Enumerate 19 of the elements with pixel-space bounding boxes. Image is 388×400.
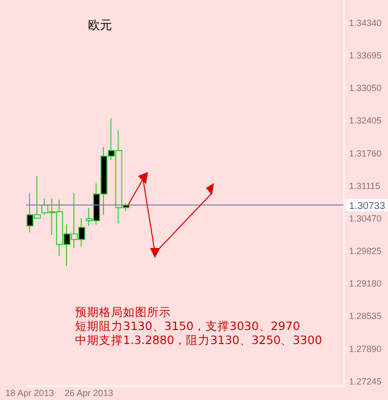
x-tick-label: 26 Apr 2013 [64,388,114,398]
y-tick-label: 1.33050 [349,83,382,94]
y-tick-label: 1.32405 [349,116,382,126]
annotation: 中期支撑1.3.2880，阻力3130、3250、3300 [75,333,322,347]
y-tick-label: 1.31760 [349,148,382,158]
y-tick-label: 1.28535 [349,311,382,322]
annotation: 短期阻力3130、3150，支撑3030、2970 [75,319,302,333]
y-tick-label: 1.33695 [349,50,382,61]
y-tick-label: 1.29825 [349,246,382,256]
x-tick-label: 18 Apr 2013 [5,388,54,398]
y-tick-label: 1.31115 [349,180,380,191]
y-tick-label: 1.29180 [349,278,382,289]
annotation: 预期格局如图所示 [75,305,172,319]
y-tick-label: 1.30470 [349,213,382,224]
y-tick-label: 1.34340 [349,18,382,28]
y-tick-label: 1.27890 [349,344,382,354]
y-tick-label: 1.27245 [349,376,382,386]
text: 欧元 [88,17,112,34]
ref-line-label: 1.30733 [349,200,386,212]
